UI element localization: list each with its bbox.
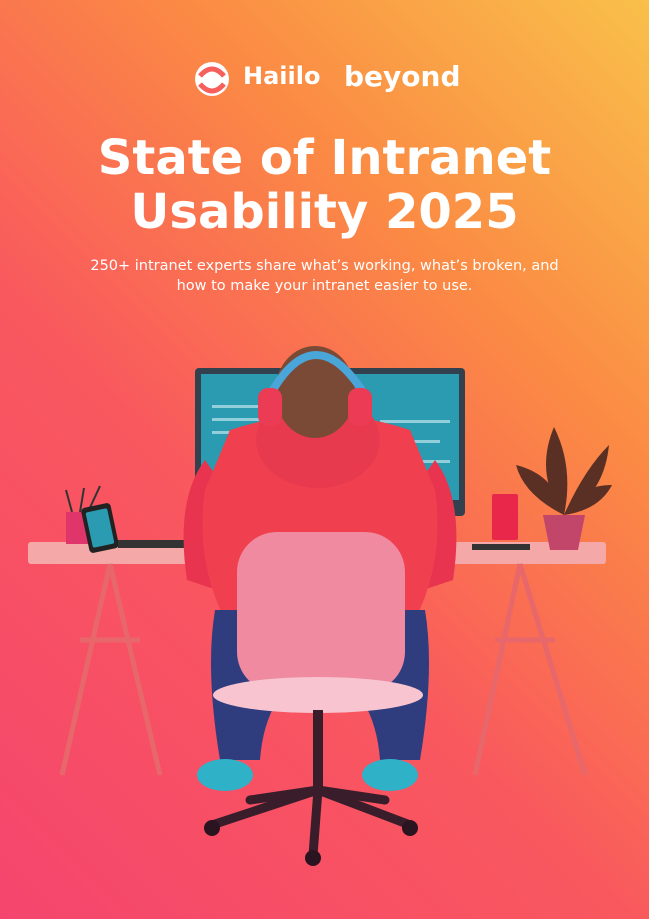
title-line: Usability 2025 [130, 184, 519, 240]
logo-text: beyond [344, 60, 461, 93]
title-line: State of Intranet [97, 130, 552, 186]
subtitle-line: how to make your intranet easier to use. [176, 278, 473, 294]
logo-text: Haiilo [243, 62, 321, 90]
subtitle-line: 250+ intranet experts share what’s worki… [90, 258, 559, 274]
